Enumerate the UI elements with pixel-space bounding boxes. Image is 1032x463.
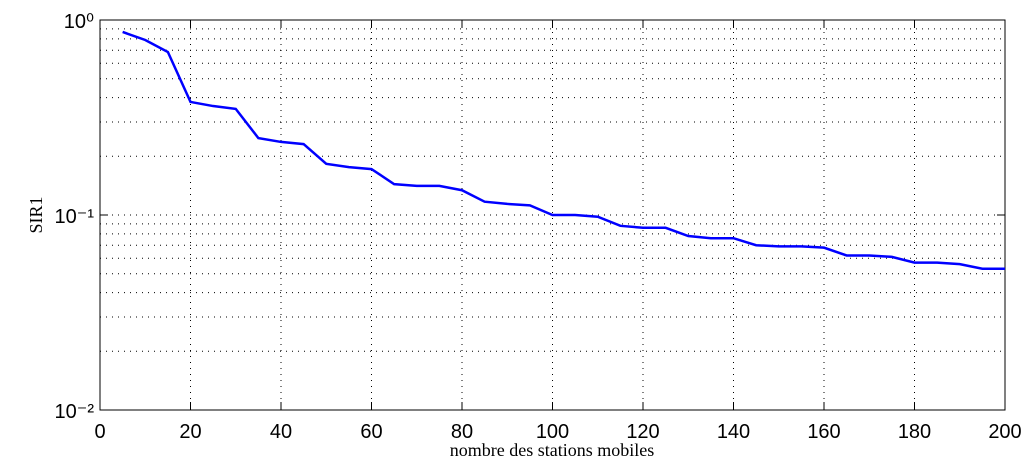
x-tick-label: 80 [451, 421, 473, 443]
y-tick-label: 10⁻¹ [55, 206, 95, 228]
plot-frame [99, 19, 1006, 411]
y-tick-label: 10⁻² [55, 401, 95, 423]
x-tick-label: 200 [988, 421, 1021, 443]
x-tick-label: 20 [179, 421, 201, 443]
x-tick-label: 0 [94, 421, 105, 443]
x-tick-label: 180 [898, 421, 931, 443]
x-tick-label: 40 [270, 421, 292, 443]
y-tick-label: 10⁰ [64, 11, 94, 33]
x-tick-label: 160 [807, 421, 840, 443]
x-tick-label: 140 [717, 421, 750, 443]
x-axis-label: nombre des stations mobiles [450, 440, 654, 460]
x-tick-label: 60 [360, 421, 382, 443]
data-line [122, 30, 1005, 271]
y-axis-label: SIR1 [26, 196, 46, 233]
x-tick-label: 120 [626, 421, 659, 443]
x-tick-label: 100 [536, 421, 569, 443]
